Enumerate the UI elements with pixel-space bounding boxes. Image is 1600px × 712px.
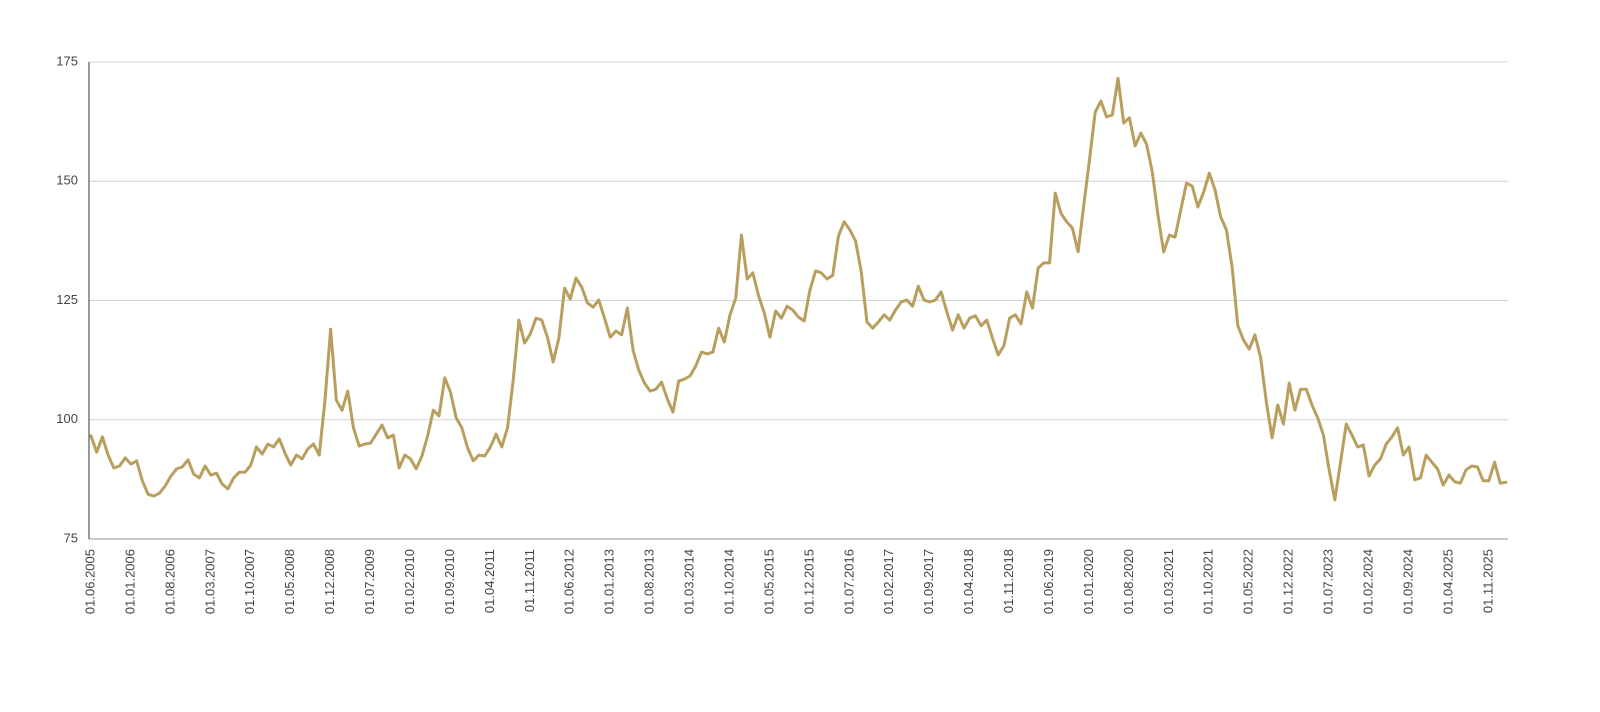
x-tick-label: 01.09.2024 (1400, 549, 1415, 614)
x-tick-label: 01.03.2014 (682, 549, 697, 614)
x-tick-label: 01.09.2010 (442, 549, 457, 614)
x-tick-label: 01.05.2008 (282, 549, 297, 614)
x-tick-label: 01.10.2007 (242, 549, 257, 614)
y-tick-label: 125 (56, 292, 78, 307)
x-tick-label: 01.11.2025 (1480, 549, 1495, 613)
x-tick-label: 01.01.2013 (602, 549, 617, 614)
x-tick-label: 01.06.2012 (562, 549, 577, 614)
y-tick-label: 100 (56, 411, 78, 426)
x-tick-label: 01.06.2005 (82, 549, 97, 614)
x-tick-label: 01.07.2023 (1321, 549, 1336, 614)
x-tick-label: 01.04.2025 (1440, 549, 1455, 614)
x-tick-label: 01.08.2020 (1121, 549, 1136, 614)
x-tick-label: 01.04.2018 (961, 549, 976, 614)
x-tick-label: 01.07.2009 (362, 549, 377, 614)
y-tick-label: 175 (56, 53, 78, 68)
x-tick-label: 01.03.2007 (202, 549, 217, 614)
x-tick-label: 01.12.2008 (322, 549, 337, 614)
x-tick-label: 01.12.2022 (1281, 549, 1296, 614)
x-tick-label: 01.05.2015 (761, 549, 776, 614)
x-tick-label: 01.09.2017 (921, 549, 936, 614)
x-tick-label: 01.02.2010 (402, 549, 417, 614)
x-tick-label: 01.05.2022 (1241, 549, 1256, 614)
x-tick-label: 01.06.2019 (1041, 549, 1056, 614)
y-tick-label: 75 (64, 530, 78, 545)
x-tick-label: 01.02.2017 (881, 549, 896, 614)
x-tick-label: 01.08.2006 (162, 549, 177, 614)
x-tick-label: 01.04.2011 (482, 549, 497, 613)
x-tick-label: 01.11.2011 (522, 549, 537, 612)
x-tick-label: 01.10.2021 (1201, 549, 1216, 614)
x-tick-label: 01.07.2016 (841, 549, 856, 614)
data-line (89, 76, 1508, 502)
x-tick-label: 01.10.2014 (721, 549, 736, 614)
x-tick-label: 01.12.2015 (801, 549, 816, 614)
x-tick-label: 01.03.2021 (1161, 549, 1176, 614)
x-tick-label: 01.02.2024 (1361, 549, 1376, 614)
x-tick-label: 01.11.2018 (1001, 549, 1016, 613)
x-tick-label: 01.01.2006 (122, 549, 137, 614)
x-tick-label: 01.08.2013 (642, 549, 657, 614)
y-tick-label: 150 (56, 173, 78, 188)
x-tick-label: 01.01.2020 (1081, 549, 1096, 614)
